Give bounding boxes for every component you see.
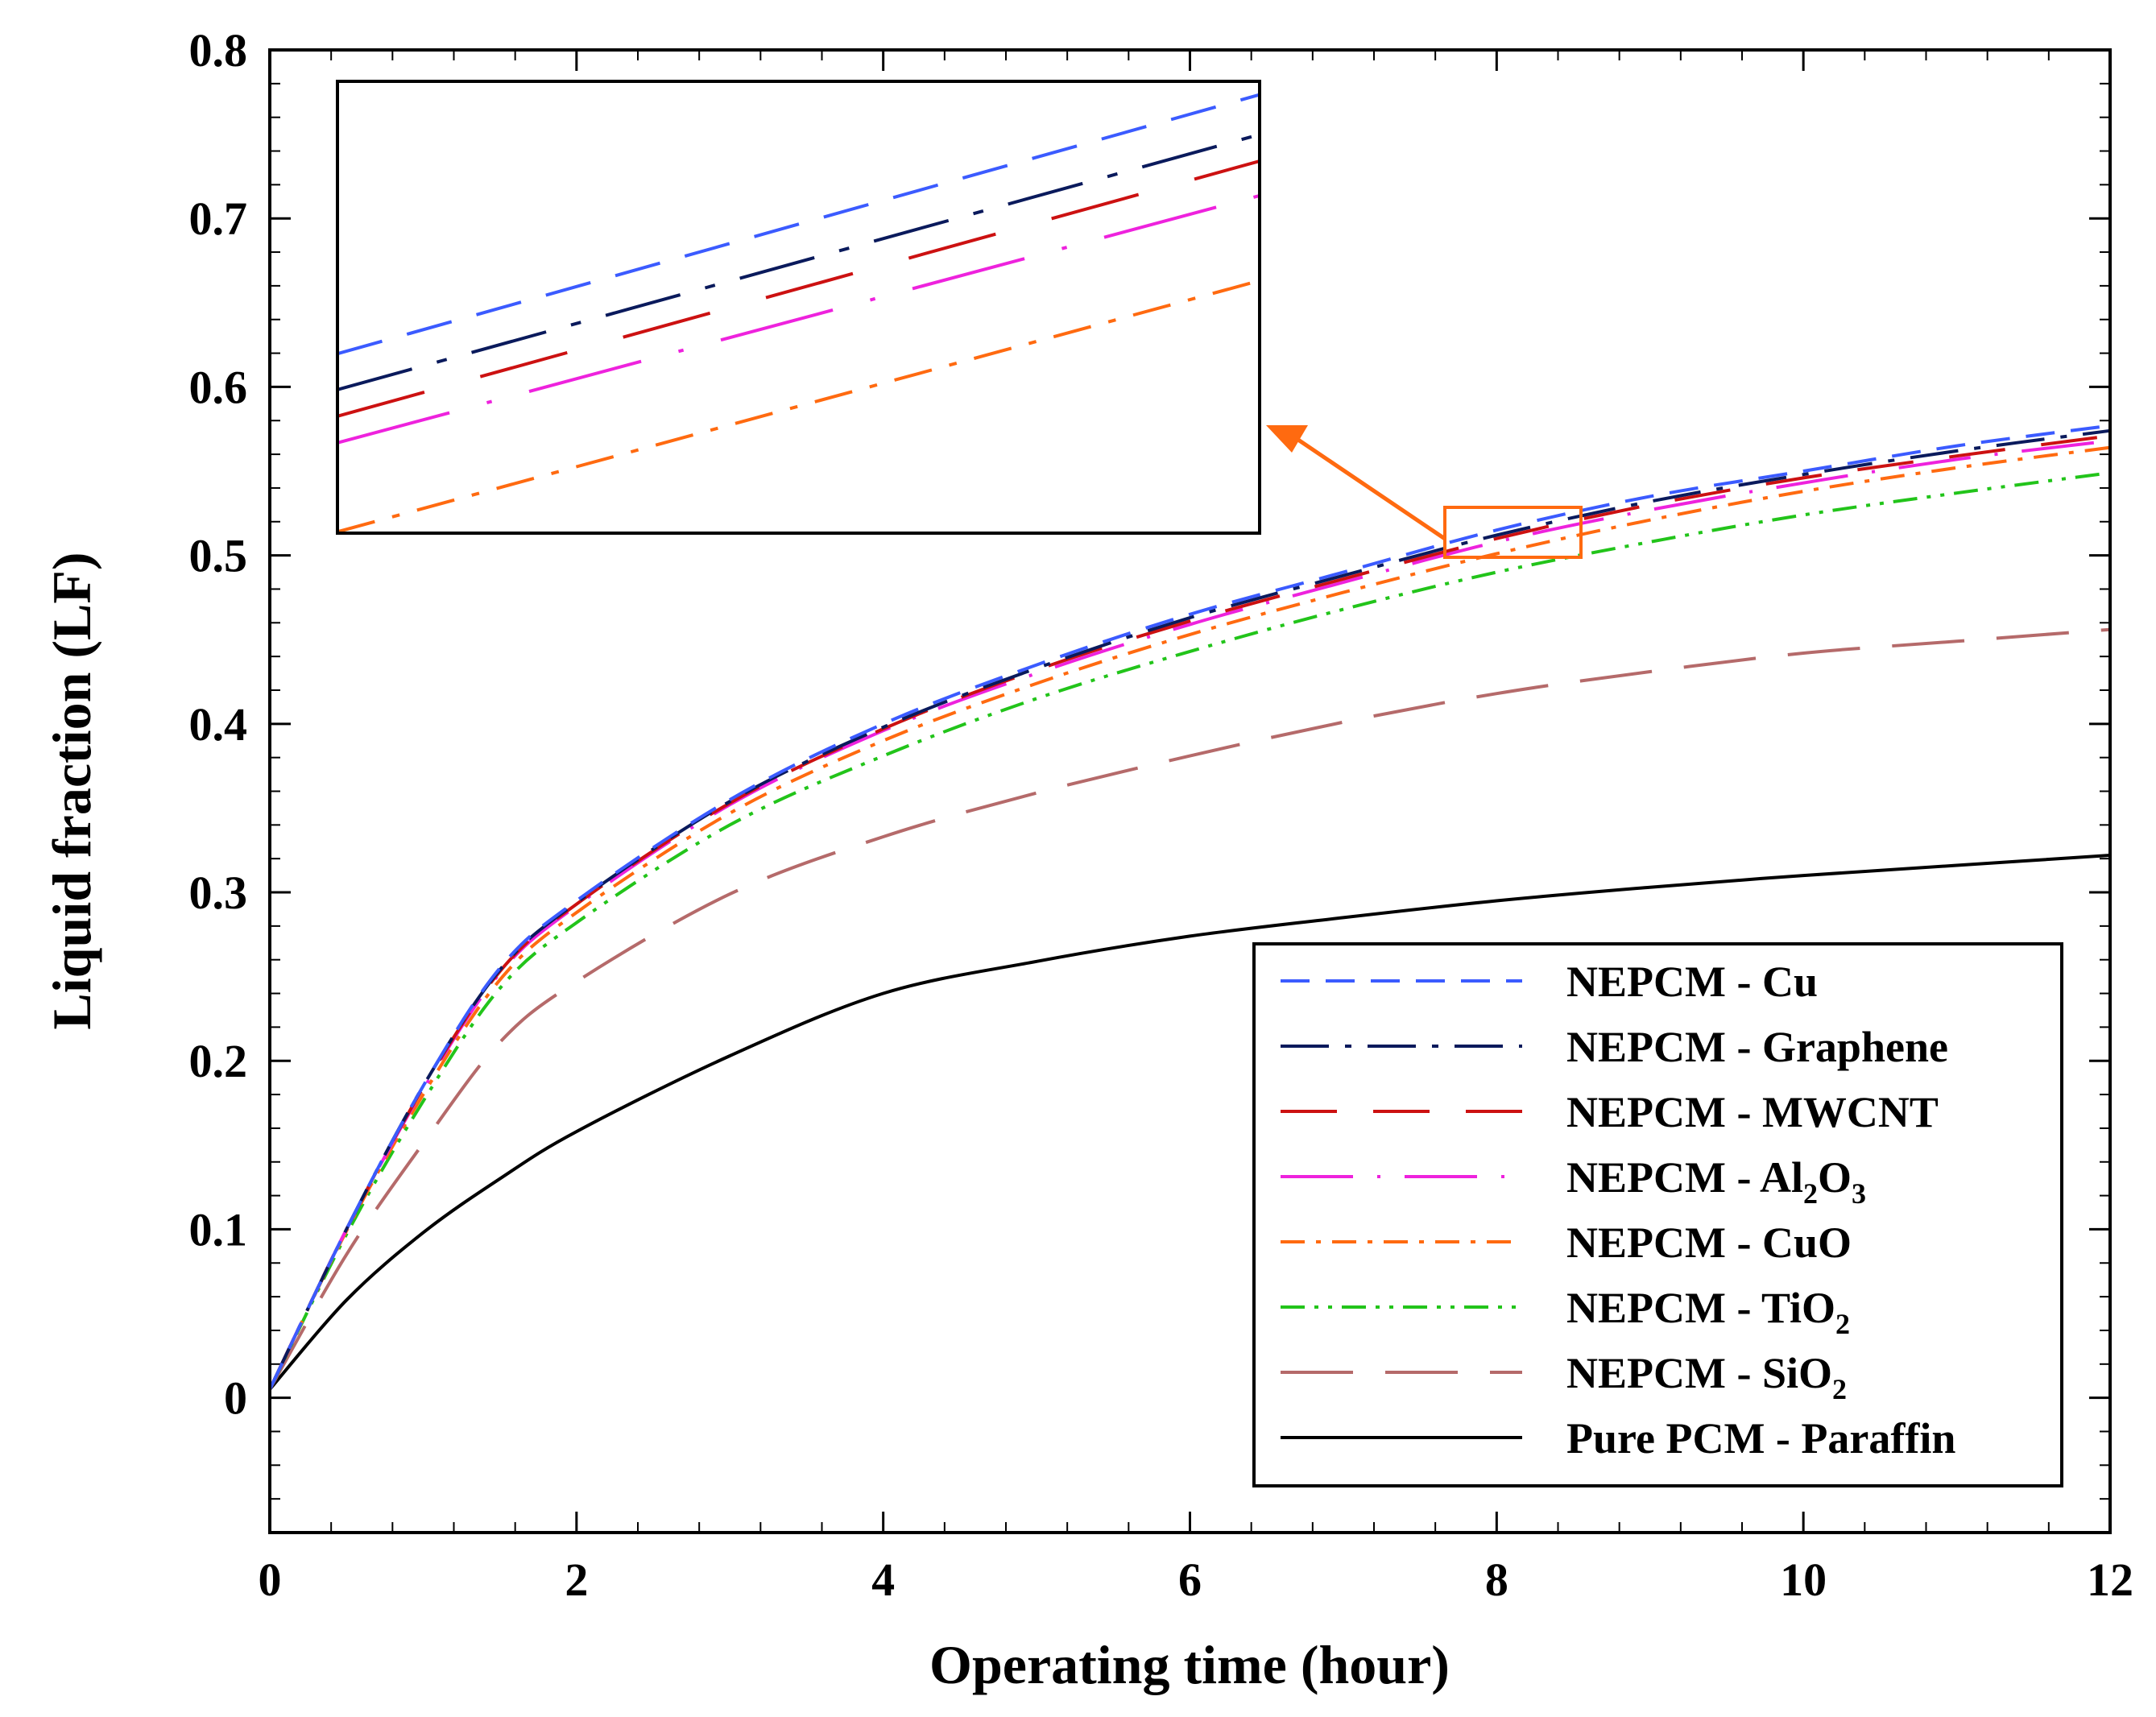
inset-line-nepcm-graphene xyxy=(337,133,1260,391)
legend-item: NEPCM - CuO xyxy=(1281,1218,1852,1267)
legend-item: NEPCM - TiO2 xyxy=(1281,1284,1850,1340)
y-tick-label: 0.3 xyxy=(189,867,248,919)
legend-box xyxy=(1252,942,2063,1487)
series-line-nepcm-cu xyxy=(268,424,2111,1391)
series-line-pure-pcm-paraffin xyxy=(268,854,2111,1391)
y-tick-label: 0.6 xyxy=(189,361,248,413)
legend-label: NEPCM - Cu xyxy=(1566,958,1818,1006)
inset-line-nepcm-cu xyxy=(337,93,1260,356)
legend-item: Pure PCM - Paraffin xyxy=(1281,1414,1955,1463)
legend-item: NEPCM - Cu xyxy=(1281,958,1818,1006)
x-tick-label: 8 xyxy=(1485,1554,1508,1606)
legend-label: NEPCM - TiO2 xyxy=(1566,1284,1850,1340)
legend-label-subscript: 2 xyxy=(1832,1373,1847,1405)
legend-label-main: NEPCM - Al xyxy=(1566,1153,1803,1202)
y-tick-label: 0.1 xyxy=(189,1203,248,1256)
legend-label-tail: O xyxy=(1818,1153,1852,1202)
legend-item: NEPCM - Al2O3 xyxy=(1281,1153,1866,1210)
legend-items: NEPCM - Cu NEPCM - Graphene NEPCM - MWCNT N… xyxy=(1281,958,1955,1463)
y-tick-label: 0 xyxy=(224,1372,247,1425)
legend-item: NEPCM - SiO2 xyxy=(1281,1349,1847,1405)
legend-label-main: NEPCM - MWCNT xyxy=(1566,1088,1939,1136)
legend: NEPCM - Cu NEPCM - Graphene NEPCM - MWCNT N… xyxy=(1252,942,2063,1487)
series-line-nepcm-sio2 xyxy=(268,627,2111,1391)
legend-label-subscript: 2 xyxy=(1803,1177,1818,1210)
legend-label: NEPCM - Al2O3 xyxy=(1566,1153,1866,1210)
y-tick-label: 0.4 xyxy=(189,698,248,751)
x-tick-label: 2 xyxy=(565,1554,588,1606)
y-tick-label: 0.7 xyxy=(189,192,248,245)
zoom-inset xyxy=(336,80,1261,535)
x-tick-label: 10 xyxy=(1780,1554,1827,1606)
inset-lines xyxy=(337,93,1260,533)
legend-label: NEPCM - CuO xyxy=(1566,1218,1852,1267)
legend-label: Pure PCM - Paraffin xyxy=(1566,1414,1955,1463)
tick-labels: 0 2 4 6 8 10 12 0 0.1 0.2 0.3 0.4 0.5 0.6 0.7 0.8 xyxy=(189,24,2134,1606)
x-tick-label: 6 xyxy=(1178,1554,1202,1606)
inset-line-nepcm-mwcnt xyxy=(337,159,1260,418)
zoom-arrow xyxy=(1287,431,1446,541)
x-tick-label: 0 xyxy=(259,1554,282,1606)
legend-label-subscript: 3 xyxy=(1852,1177,1866,1210)
plot-frame xyxy=(268,48,2112,1534)
inset-background xyxy=(337,81,1260,533)
legend-label-main: NEPCM - Cu xyxy=(1566,958,1818,1006)
legend-label-main: NEPCM - SiO xyxy=(1566,1349,1832,1397)
legend-label-main: NEPCM - TiO xyxy=(1566,1284,1835,1332)
y-axis-title: Liquid fraction (LF) xyxy=(41,552,102,1029)
series-line-nepcm-tio2 xyxy=(268,471,2111,1391)
inset-frame xyxy=(336,80,1261,535)
legend-label: NEPCM - Graphene xyxy=(1566,1023,1948,1071)
legend-label-main: NEPCM - CuO xyxy=(1566,1218,1852,1267)
zoom-arrowhead xyxy=(1266,425,1308,453)
legend-label: NEPCM - SiO2 xyxy=(1566,1349,1847,1405)
legend-item: NEPCM - MWCNT xyxy=(1281,1088,1939,1136)
y-tick-label: 0.2 xyxy=(189,1035,248,1087)
y-tick-label: 0.8 xyxy=(189,24,248,77)
legend-item: NEPCM - Graphene xyxy=(1281,1023,1948,1071)
x-tick-label: 12 xyxy=(2087,1554,2133,1606)
y-tick-label: 0.5 xyxy=(189,530,248,582)
series-lines xyxy=(268,424,2111,1391)
series-line-nepcm-cuo xyxy=(268,445,2111,1391)
legend-label: NEPCM - MWCNT xyxy=(1566,1088,1939,1136)
zoom-region-box xyxy=(1443,506,1583,559)
legend-label-subscript: 2 xyxy=(1835,1308,1850,1340)
legend-label-main: NEPCM - Graphene xyxy=(1566,1023,1948,1071)
x-tick-label: 4 xyxy=(871,1554,895,1606)
x-axis-title: Operating time (hour) xyxy=(929,1634,1450,1695)
inset-line-nepcm-al2o3 xyxy=(337,193,1260,445)
legend-label-main: Pure PCM - Paraffin xyxy=(1566,1414,1955,1463)
